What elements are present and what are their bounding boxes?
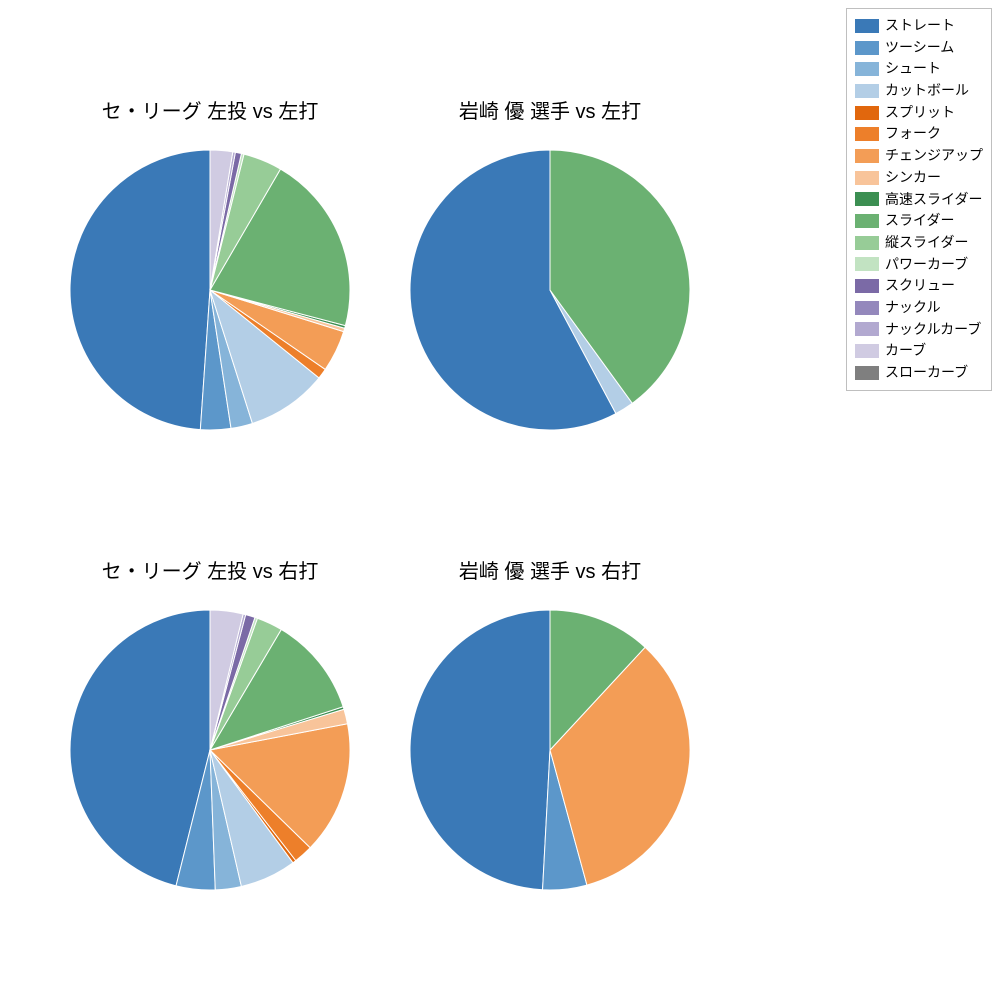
legend-label: スローカーブ: [885, 362, 968, 384]
legend-swatch: [855, 344, 879, 358]
legend-swatch: [855, 127, 879, 141]
legend-swatch: [855, 62, 879, 76]
legend-swatch: [855, 366, 879, 380]
legend-label: スプリット: [885, 102, 955, 124]
legend-item: チェンジアップ: [855, 145, 983, 167]
legend-label: フォーク: [885, 123, 941, 145]
chart-title: セ・リーグ 左投 vs 左打: [60, 95, 360, 124]
legend-label: シュート: [885, 58, 941, 80]
legend-label: ストレート: [885, 15, 955, 37]
pie-chart: [408, 148, 692, 432]
legend-item: 高速スライダー: [855, 189, 983, 211]
legend-label: カットボール: [885, 80, 969, 102]
legend-item: ツーシーム: [855, 37, 983, 59]
legend-label: 高速スライダー: [885, 189, 982, 211]
legend-swatch: [855, 257, 879, 271]
legend-label: チェンジアップ: [885, 145, 983, 167]
legend-label: スライダー: [885, 210, 954, 232]
legend-item: ナックルカーブ: [855, 319, 983, 341]
chart-title: セ・リーグ 左投 vs 右打: [60, 555, 360, 584]
legend-swatch: [855, 301, 879, 315]
legend-label: 縦スライダー: [885, 232, 968, 254]
pie-slice: [70, 150, 210, 430]
legend-item: シンカー: [855, 167, 983, 189]
pie-chart: [68, 148, 352, 432]
legend-item: スプリット: [855, 102, 983, 124]
legend-item: ストレート: [855, 15, 983, 37]
legend-label: シンカー: [885, 167, 941, 189]
legend-swatch: [855, 322, 879, 336]
legend-swatch: [855, 41, 879, 55]
legend-label: ナックル: [885, 297, 941, 319]
legend-label: パワーカーブ: [885, 254, 968, 276]
legend-label: ナックルカーブ: [885, 319, 981, 341]
chart-title: 岩崎 優 選手 vs 右打: [400, 555, 700, 584]
legend-item: フォーク: [855, 123, 983, 145]
pie-chart: [68, 608, 352, 892]
legend-item: シュート: [855, 58, 983, 80]
legend-item: カットボール: [855, 80, 983, 102]
legend: ストレートツーシームシュートカットボールスプリットフォークチェンジアップシンカー…: [846, 8, 992, 391]
legend-swatch: [855, 214, 879, 228]
pie-chart: [408, 608, 692, 892]
legend-label: ツーシーム: [885, 37, 954, 59]
legend-item: スローカーブ: [855, 362, 983, 384]
legend-swatch: [855, 171, 879, 185]
pie-slice: [410, 610, 550, 890]
legend-swatch: [855, 19, 879, 33]
legend-item: パワーカーブ: [855, 254, 983, 276]
legend-swatch: [855, 236, 879, 250]
legend-item: カーブ: [855, 340, 983, 362]
legend-swatch: [855, 106, 879, 120]
legend-swatch: [855, 149, 879, 163]
legend-label: スクリュー: [885, 275, 955, 297]
chart-title: 岩崎 優 選手 vs 左打: [400, 95, 700, 124]
legend-item: スライダー: [855, 210, 983, 232]
legend-swatch: [855, 279, 879, 293]
legend-item: ナックル: [855, 297, 983, 319]
legend-swatch: [855, 84, 879, 98]
legend-item: スクリュー: [855, 275, 983, 297]
legend-label: カーブ: [885, 340, 926, 362]
legend-swatch: [855, 192, 879, 206]
legend-item: 縦スライダー: [855, 232, 983, 254]
